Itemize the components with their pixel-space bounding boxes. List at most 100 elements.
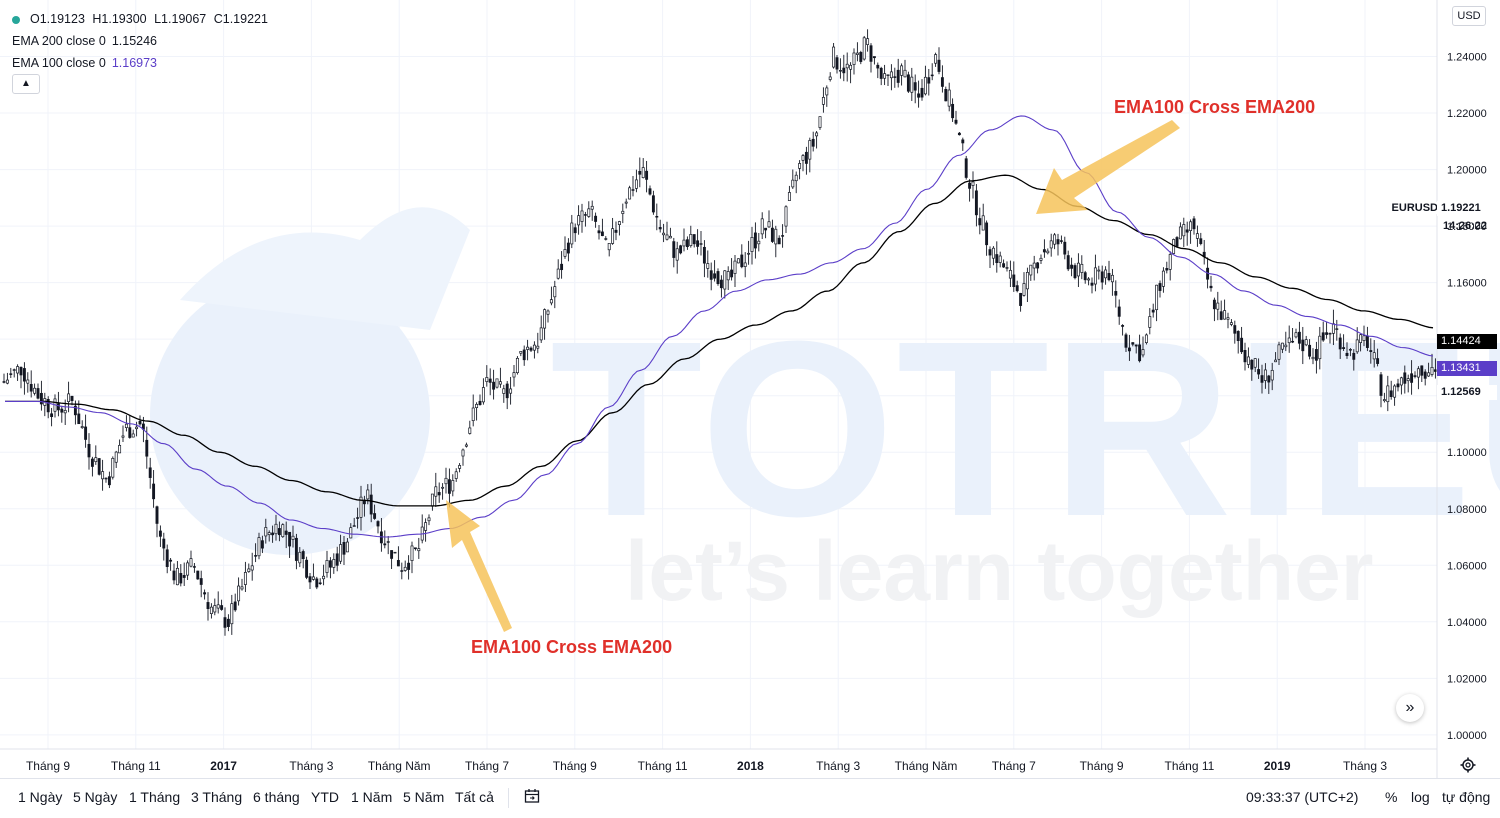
settings-gear-icon[interactable] (1460, 757, 1476, 773)
candle (1270, 362, 1274, 391)
candle (413, 547, 417, 551)
chart-legend: O1.19123 H1.19300 L1.19067 C1.19221 EMA … (12, 8, 272, 74)
candle (430, 493, 434, 511)
candle (1226, 312, 1230, 329)
candle (192, 562, 196, 573)
candle (135, 421, 139, 437)
candle (1328, 332, 1332, 344)
time-axis[interactable]: Tháng 9 Tháng 11 2017 Tháng 3 Tháng Năm Tháng… (26, 759, 1387, 773)
candle (403, 560, 407, 572)
candle (730, 258, 734, 281)
candle (872, 56, 876, 65)
candle (182, 562, 186, 587)
annotation-arrows (446, 120, 1180, 632)
candle (995, 241, 999, 273)
candle (940, 65, 944, 93)
candle (641, 158, 645, 179)
candle (451, 474, 455, 497)
ema200-legend[interactable]: EMA 200 close 0 1.15246 (12, 30, 272, 52)
candle (424, 518, 428, 542)
candle (913, 74, 917, 104)
candle (447, 468, 451, 508)
ema100-legend[interactable]: EMA 100 close 0 1.16973 (12, 52, 272, 74)
candle (274, 514, 278, 541)
candle (577, 205, 581, 235)
candle (400, 562, 404, 580)
candle (971, 171, 975, 199)
price-chart[interactable]: TOTRIEU let’s learn together EMA100 Cros… (0, 0, 1500, 778)
candle (842, 54, 846, 82)
collapse-legend-button[interactable]: ▲ (12, 74, 40, 94)
candle (760, 212, 764, 240)
candle (1209, 275, 1213, 292)
candle (267, 530, 271, 542)
candle (702, 240, 706, 278)
percent-scale-toggle[interactable]: % (1385, 789, 1398, 805)
scroll-to-realtime-button[interactable]: » (1396, 694, 1424, 722)
timeframe-ytd[interactable]: YTD (311, 789, 339, 805)
candle (1321, 321, 1325, 342)
timeframe-all[interactable]: Tất cả (455, 789, 494, 805)
timeframe-6m[interactable]: 6 tháng (253, 789, 300, 805)
toolbar-divider (508, 788, 509, 808)
candle (1117, 299, 1121, 325)
candle (651, 190, 655, 215)
timeframe-1m[interactable]: 1 Tháng (129, 789, 181, 805)
candle (264, 518, 268, 544)
candle (1325, 321, 1329, 339)
market-status-icon (12, 15, 20, 24)
candle (349, 523, 353, 539)
candle (1382, 392, 1386, 403)
candle (998, 251, 1002, 268)
candle (342, 535, 346, 565)
candle (1202, 239, 1206, 265)
x-tick-label: Tháng 9 (553, 759, 597, 773)
candle (852, 48, 856, 75)
candle (1427, 362, 1431, 377)
timeframe-5y[interactable]: 5 Năm (403, 789, 445, 805)
ema100-value: 1.16973 (111, 56, 157, 70)
auto-scale-toggle[interactable]: tự động (1442, 789, 1491, 805)
candle (1212, 297, 1216, 322)
ema200-price-tag: 1.14424 (1437, 334, 1497, 349)
candle (655, 203, 659, 231)
log-scale-toggle[interactable]: log (1411, 789, 1430, 805)
candle (1070, 257, 1074, 277)
candle (981, 203, 985, 231)
candle (67, 381, 71, 413)
timeframe-1d[interactable]: 1 Ngày (18, 789, 63, 805)
candle (505, 380, 509, 410)
candle (509, 376, 513, 405)
clock-timezone[interactable]: 09:33:37 (UTC+2) (1246, 789, 1359, 805)
candle (1297, 321, 1301, 350)
candle (951, 98, 955, 122)
candle (879, 66, 883, 86)
candle (532, 341, 536, 359)
candle (148, 457, 152, 489)
candle (271, 525, 275, 543)
candle (597, 224, 601, 240)
candle (488, 368, 492, 396)
candle (1301, 326, 1305, 365)
date-range-icon[interactable] (524, 788, 540, 804)
candle (811, 131, 815, 152)
candle (1233, 320, 1237, 344)
candle (495, 378, 499, 389)
candle (546, 309, 550, 323)
candle (1008, 260, 1012, 288)
currency-button[interactable]: USD (1452, 6, 1486, 26)
candle (1168, 251, 1172, 281)
high-value: H1.19300 (92, 12, 147, 26)
candle (393, 551, 397, 554)
open-value: O1.19123 (30, 12, 85, 26)
candle (169, 558, 173, 571)
timeframe-1y[interactable]: 1 Năm (351, 789, 393, 805)
timeframe-5d[interactable]: 5 Ngày (73, 789, 118, 805)
candle (1199, 232, 1203, 246)
candle (1291, 327, 1295, 344)
timeframe-3m[interactable]: 3 Tháng (191, 789, 243, 805)
candles (2, 29, 1437, 636)
candle (835, 54, 839, 74)
candle (709, 262, 713, 291)
candle (828, 72, 832, 82)
